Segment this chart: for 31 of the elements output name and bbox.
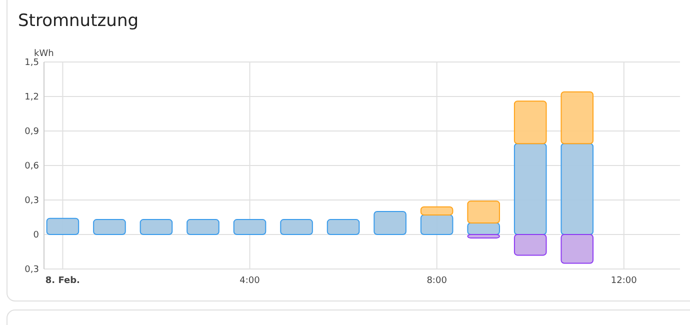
y-tick-label: 1,5 bbox=[24, 58, 39, 68]
bar bbox=[374, 211, 406, 235]
bar bbox=[420, 206, 454, 216]
x-tick-label: 4:00 bbox=[240, 276, 260, 286]
bar bbox=[514, 143, 547, 235]
chart-title: Stromnutzung bbox=[18, 11, 139, 31]
x-tick-label: 8:00 bbox=[426, 276, 448, 286]
bar bbox=[140, 219, 173, 235]
bar bbox=[560, 143, 594, 235]
y-tick-label: 1,2 bbox=[24, 92, 39, 103]
y-tick-label: 0,9 bbox=[24, 127, 40, 138]
bar bbox=[420, 214, 454, 235]
x-tick-label: 12:00 bbox=[610, 276, 638, 286]
y-tick-label: 0,6 bbox=[24, 162, 40, 172]
bar bbox=[467, 234, 500, 238]
x-tick-label: 8. Feb. bbox=[45, 276, 80, 286]
bar bbox=[326, 219, 360, 235]
bar bbox=[514, 234, 547, 256]
bar bbox=[514, 100, 547, 144]
bar bbox=[233, 219, 266, 235]
y-tick-label: 0,3 bbox=[24, 196, 39, 206]
bar bbox=[93, 219, 126, 235]
bar bbox=[560, 91, 594, 144]
bar bbox=[186, 219, 220, 235]
bar bbox=[560, 234, 594, 264]
bar bbox=[280, 219, 313, 235]
bar bbox=[46, 218, 80, 235]
y-tick-label: 0 bbox=[33, 230, 40, 241]
y-tick-label: 0,3 bbox=[24, 265, 39, 276]
bar bbox=[467, 200, 500, 224]
y-axis-title: kWh bbox=[34, 49, 54, 59]
